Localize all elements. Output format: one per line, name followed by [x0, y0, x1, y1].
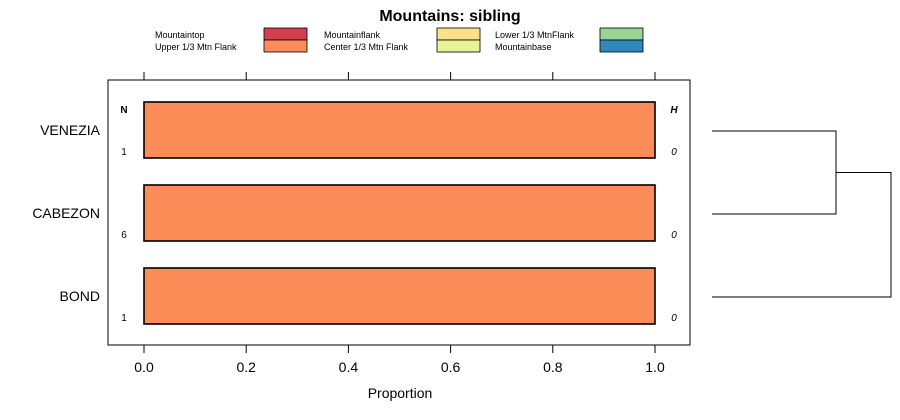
- x-axis-label: Proportion: [368, 385, 433, 401]
- bottom-axis: 0.0 0.2 0.4 0.6 0.8 1.0: [134, 345, 665, 375]
- category-label: BOND: [60, 288, 100, 304]
- n-h-values: 1 0 6 0 1 0: [121, 147, 677, 324]
- legend-label: Center 1/3 Mtn Flank: [324, 42, 409, 52]
- top-axis-ticks: [143, 72, 656, 80]
- bars: [143, 101, 656, 325]
- legend-label: Mountainbase: [495, 42, 552, 52]
- category-label: CABEZON: [32, 205, 100, 221]
- x-tick-label: 0.4: [339, 359, 359, 375]
- h-header: H: [670, 105, 678, 116]
- h-value: 0: [671, 230, 677, 241]
- legend: Mountaintop Upper 1/3 Mtn Flank Mountainfl…: [155, 27, 644, 53]
- h-value: 0: [671, 313, 677, 324]
- legend-swatch: [263, 39, 308, 53]
- legend-swatch: [599, 39, 644, 53]
- h-value: 0: [671, 147, 677, 158]
- n-header: N: [120, 105, 127, 116]
- n-value: 1: [121, 313, 127, 324]
- x-tick-label: 0.6: [441, 359, 461, 375]
- plot-frame: [107, 79, 691, 346]
- legend-label: Lower 1/3 MtnFlank: [495, 30, 575, 40]
- legend-label: Mountaintop: [155, 30, 205, 40]
- x-tick-label: 0.8: [543, 359, 563, 375]
- x-tick-label: 1.0: [645, 359, 665, 375]
- bar-segment: [143, 101, 656, 159]
- bar-segment: [143, 184, 656, 242]
- dendrogram-branches: [712, 130, 892, 298]
- n-value: 6: [121, 230, 127, 241]
- legend-swatch: [436, 39, 481, 53]
- category-label: VENEZIA: [40, 122, 101, 138]
- legend-label: Mountainflank: [324, 30, 381, 40]
- legend-swatch: [263, 27, 308, 41]
- x-tick-label: 0.0: [134, 359, 154, 375]
- chart-title: Mountains: sibling: [379, 8, 520, 25]
- category-labels: VENEZIA CABEZON BOND: [32, 122, 100, 304]
- n-value: 1: [121, 147, 127, 158]
- legend-label: Upper 1/3 Mtn Flank: [155, 42, 237, 52]
- x-tick-label: 0.2: [236, 359, 256, 375]
- legend-swatch: [599, 27, 644, 41]
- bar-segment: [143, 267, 656, 325]
- dendrogram: [712, 130, 892, 298]
- legend-swatch: [436, 27, 481, 41]
